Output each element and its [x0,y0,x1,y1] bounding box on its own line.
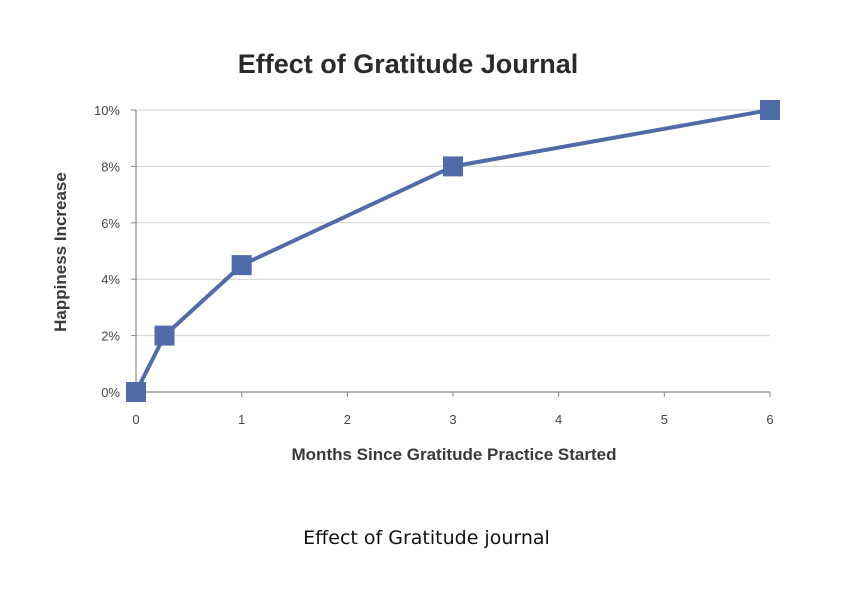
x-tick-label: 1 [238,412,245,427]
y-tick-label: 4% [101,272,120,287]
y-axis-label: Happiness Increase [51,172,70,332]
x-tick-label: 0 [132,412,139,427]
data-point-marker [231,255,252,276]
x-tick-labels: 0 1 2 3 4 5 6 [132,412,773,427]
y-tick-labels: 0% 2% 4% 6% 8% 10% [94,103,120,400]
data-point-marker [760,100,780,120]
line-chart: Effect of Gratitude Journal 0%2%4%6%8%10… [51,49,780,464]
data-point-marker [154,325,175,346]
data-point-marker [126,382,146,402]
y-tick-label: 2% [101,329,120,344]
x-tick-label: 5 [661,412,668,427]
y-tick-label: 10% [94,103,120,118]
y-tick-label: 8% [101,159,120,174]
series-happiness [126,100,780,402]
gridlines [136,109,770,393]
chart-title: Effect of Gratitude Journal [238,49,579,79]
y-tick-label: 0% [101,385,120,400]
x-tick-label: 6 [766,412,773,427]
x-tick-label: 4 [555,412,562,427]
chart: Effect of Gratitude Journal 0% 2% 4% 6% 8% 10… [51,49,780,464]
axes [131,109,771,397]
x-axis-label: Months Since Gratitude Practice Started [292,445,617,464]
series-line [134,108,771,393]
y-tick-label: 6% [101,216,120,231]
figure-caption: Effect of Gratitude journal [303,527,550,549]
data-point-marker [443,156,463,177]
x-tick-label: 3 [449,412,456,427]
x-tick-label: 2 [344,412,351,427]
